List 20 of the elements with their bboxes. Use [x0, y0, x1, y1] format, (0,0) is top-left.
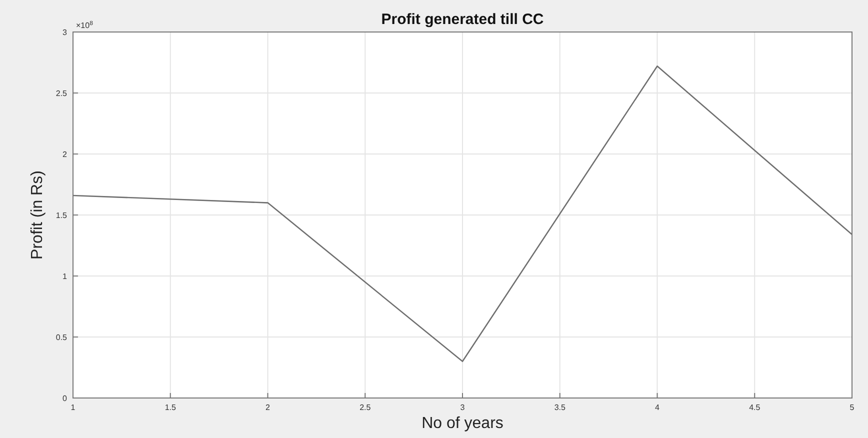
x-tick-label: 2: [266, 403, 271, 412]
y-tick-label: 3: [62, 28, 68, 37]
x-tick-label: 4.5: [749, 403, 761, 412]
x-tick-label: 1: [70, 403, 76, 412]
y-axis-title: Profit (in Rs): [29, 170, 46, 260]
x-tick-label: 2.5: [360, 403, 372, 412]
y-tick-label: 1: [62, 272, 68, 281]
x-tick-label: 3.5: [554, 403, 566, 412]
chart-title: Profit generated till CC: [381, 11, 544, 28]
y-tick-label: 0.5: [56, 333, 68, 342]
text: ×10$^{8}$: [76, 20, 94, 30]
y-tick-label: 0: [62, 394, 68, 403]
y-tick-label: 2.5: [56, 89, 68, 98]
y-tick-label: 2: [62, 150, 68, 159]
x-axis-title: No of years: [422, 415, 504, 432]
x-tick-label: 4: [655, 403, 660, 412]
x-tick-label: 1.5: [164, 403, 176, 412]
x-tick-label: 3: [460, 403, 466, 412]
x-tick-label: 5: [850, 403, 855, 412]
y-tick-label: 1.5: [56, 211, 68, 220]
